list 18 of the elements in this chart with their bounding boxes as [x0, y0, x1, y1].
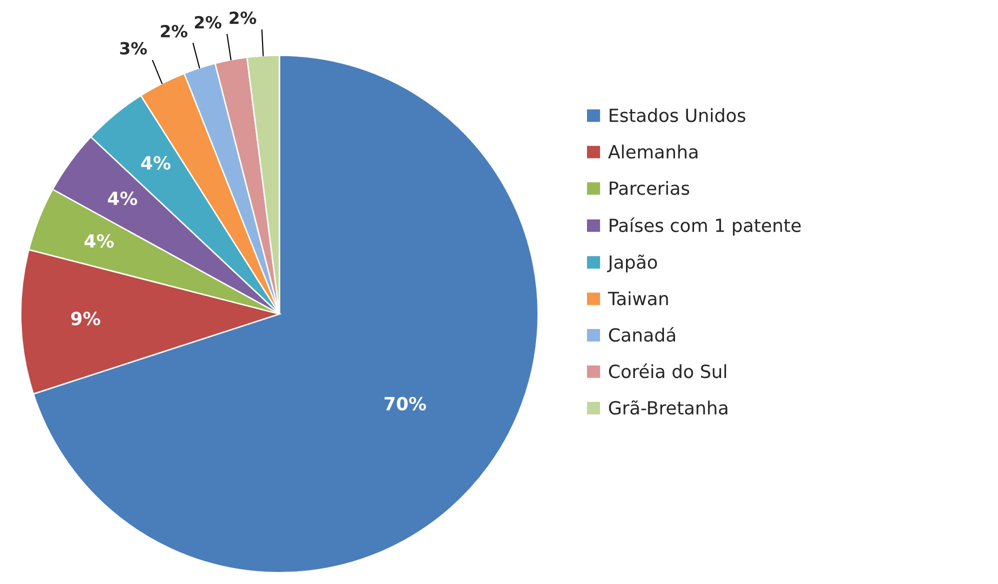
legend-label: Alemanha: [608, 144, 698, 159]
data-label: 4%: [84, 234, 114, 248]
data-label: 4%: [141, 156, 170, 170]
data-label: 4%: [108, 192, 138, 206]
legend-label: Taiwan: [608, 291, 668, 306]
data-label: 3%: [120, 42, 147, 55]
data-label: 70%: [384, 396, 426, 410]
legend-label: Grã-Bretanha: [608, 400, 728, 415]
data-label: 2%: [160, 24, 188, 38]
legend-label: Países com 1 patente: [610, 217, 801, 236]
legend-label: Estados Unidos: [610, 108, 746, 122]
legend-label: Japão: [607, 254, 657, 272]
legend-label: Canadá: [608, 327, 676, 342]
data-label: 2%: [194, 16, 222, 29]
data-label: 2%: [230, 12, 256, 24]
legend-label: Coréia do Sul: [608, 364, 726, 378]
legend-label: Parcerias: [610, 181, 690, 196]
data-label: 9%: [71, 312, 100, 326]
